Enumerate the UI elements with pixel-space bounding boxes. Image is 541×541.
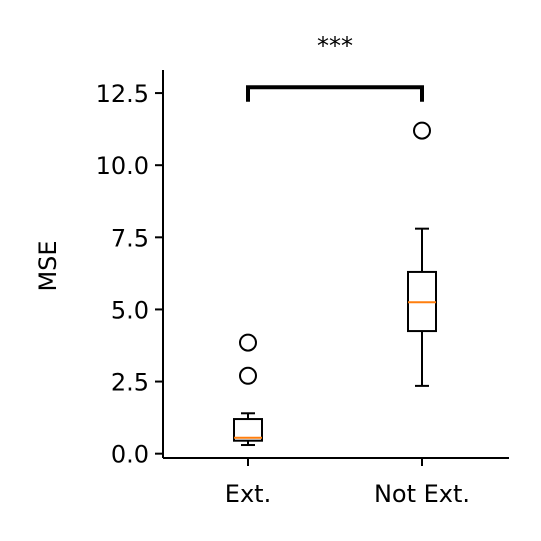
box-group [233,333,263,447]
y-tick-label: 0.0 [111,441,149,469]
y-ticks: 0.0 2.5 5.0 7.5 10.0 12.5 [96,80,163,469]
outlier-point [413,121,431,140]
significance-annotation: *** [246,32,424,102]
y-tick-label: 7.5 [111,224,149,252]
y-tick-label: 5.0 [111,296,149,324]
outlier-point [239,333,257,352]
significance-label: *** [317,32,353,60]
y-tick-label: 12.5 [96,80,149,108]
axes [162,70,509,459]
significance-bracket [246,85,424,102]
y-tick-label: 10.0 [96,152,149,180]
x-tick-label: Ext. [225,480,271,508]
y-axis-label: MSE [34,240,62,291]
y-tick-label: 2.5 [111,369,149,397]
boxes [233,121,437,447]
iqr-box [233,418,263,442]
x-ticks: Ext. Not Ext. [225,458,470,508]
outlier-point [239,366,257,385]
box-group [407,121,437,387]
x-tick-label: Not Ext. [374,480,470,508]
